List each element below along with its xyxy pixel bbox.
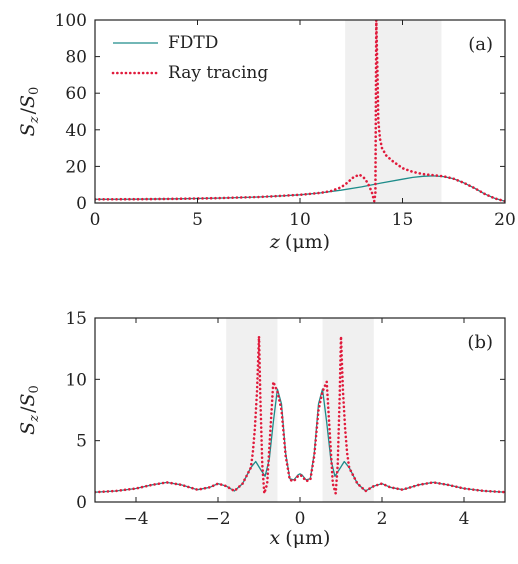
y-axis-subscript: z (27, 116, 42, 124)
x-axis-unit: (μm) (285, 231, 330, 253)
y-axis-divider: / (17, 107, 39, 114)
x-tick-label: 2 (377, 509, 388, 529)
series-line-fdtd (95, 388, 505, 493)
x-axis-label: x (μm) (270, 527, 331, 549)
shaded-region-0 (226, 318, 278, 502)
y-tick-label: 0 (76, 194, 87, 214)
y-axis-label: Sz/S0 (17, 385, 42, 435)
x-tick-label: 5 (192, 210, 203, 230)
panel-label: (b) (467, 332, 493, 353)
x-tick-label: −4 (123, 509, 148, 529)
x-tick-label: 0 (90, 210, 101, 230)
plot-frame (94, 19, 506, 204)
x-axis-unit: (μm) (285, 527, 330, 549)
y-axis-variable: S (17, 422, 39, 435)
series-line-fdtd (95, 175, 505, 202)
y-axis-divider: / (17, 406, 39, 413)
y-tick-label: 0 (76, 493, 87, 513)
y-axis-denominator: S (17, 95, 39, 108)
legend-label-fdtd: FDTD (168, 33, 218, 53)
x-tick-label: 4 (459, 509, 470, 529)
x-axis-label: z (μm) (269, 231, 330, 253)
shaded-region-1 (322, 318, 374, 502)
y-tick-label: 40 (65, 121, 87, 141)
y-tick-label: 60 (65, 84, 87, 104)
x-tick-label: 20 (494, 210, 516, 230)
y-tick-label: 100 (55, 11, 87, 31)
legend: FDTD Ray tracing (111, 33, 268, 83)
y-axis-label: Sz/S0 (17, 87, 42, 137)
y-axis-subscript: z (27, 415, 42, 423)
x-axis-variable: x (270, 527, 281, 549)
y-axis-denominator-subscript: 0 (27, 385, 42, 393)
y-tick-label: 5 (76, 432, 87, 452)
x-tick-label: −2 (205, 509, 230, 529)
y-tick-label: 15 (65, 309, 87, 329)
series-line-ray-tracing (95, 335, 505, 495)
y-axis-denominator-subscript: 0 (27, 87, 42, 95)
y-tick-label: 80 (65, 48, 87, 68)
x-tick-label: 10 (289, 210, 311, 230)
x-tick-label: 0 (295, 509, 306, 529)
y-tick-label: 20 (65, 157, 87, 177)
legend-label-ray-tracing: Ray tracing (168, 63, 268, 83)
x-axis-variable: z (269, 231, 281, 253)
shaded-region-0 (345, 20, 442, 203)
y-tick-label: 10 (65, 370, 87, 390)
y-axis-variable: S (17, 123, 39, 136)
series-line-ray-tracing (95, 20, 505, 203)
panel-label: (a) (468, 34, 493, 55)
y-axis-denominator: S (17, 393, 39, 406)
x-tick-label: 15 (392, 210, 414, 230)
